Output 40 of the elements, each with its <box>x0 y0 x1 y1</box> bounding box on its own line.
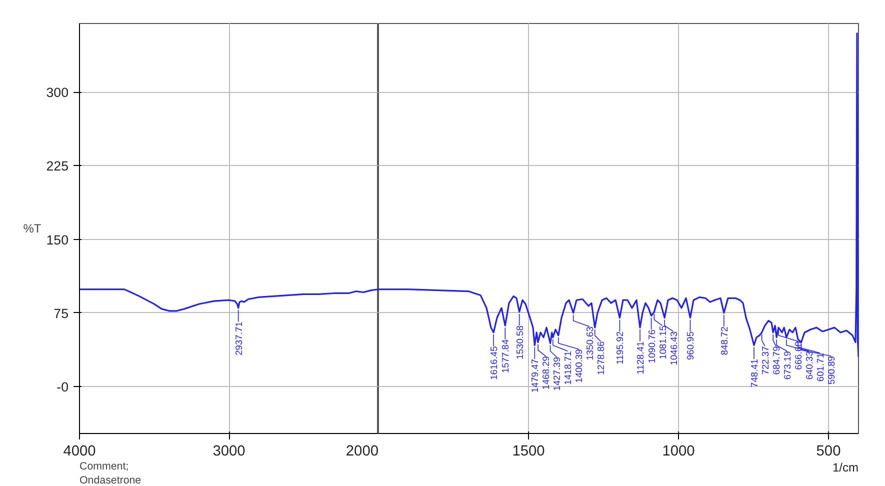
annotation: 1400.39 <box>574 349 584 383</box>
x-tick-label: 500 <box>816 444 841 460</box>
x-tick-label: 1500 <box>512 444 545 460</box>
y-axis-title: %T <box>23 222 42 236</box>
annotation: 590.89 <box>826 356 836 385</box>
annotation: 684.79 <box>771 346 782 375</box>
annotation: 1427.39 <box>552 356 562 391</box>
annotation: 1278.86 <box>596 341 606 376</box>
annotation: 601.71 <box>815 353 826 382</box>
annotation: 1046.43 <box>668 331 679 366</box>
x-tick-label: 1000 <box>662 444 695 460</box>
x-tick-label: 2000 <box>346 444 379 460</box>
annotation: 848.72 <box>719 326 730 356</box>
annotation: 1090.76 <box>646 330 657 364</box>
annotation: 673.19 <box>782 351 792 380</box>
text: Ondasetrone <box>80 474 142 486</box>
y-tick-label: 75 <box>54 306 69 321</box>
text: Comment; <box>80 460 129 472</box>
annotation: 2937.71 <box>234 322 244 356</box>
annotation: 1081.15 <box>658 326 668 360</box>
y-tick-label: -0 <box>56 379 69 394</box>
annotation: 1468.29 <box>541 356 552 390</box>
annotation: 1530.58 <box>514 326 525 360</box>
annotation: 1128.41 <box>635 341 646 374</box>
annotation: 640.33 <box>804 351 814 380</box>
annotation: 748.41 <box>749 358 760 388</box>
annotation: 1418.71 <box>563 351 574 385</box>
annotation: 1350.63 <box>585 326 596 360</box>
y-tick-label: 150 <box>46 232 69 248</box>
annotation: 960.95 <box>686 331 696 360</box>
annotation: 722.37 <box>760 346 770 375</box>
annotation: 1616.45 <box>489 346 500 380</box>
annotation: 1577.84 <box>500 339 511 374</box>
y-tick-label: 300 <box>46 85 69 100</box>
x-tick-label: 3000 <box>212 444 246 460</box>
x-axis-title: 1/cm <box>832 460 859 474</box>
annotation: 1479.47 <box>530 358 540 393</box>
annotation: 1195.92 <box>615 331 626 365</box>
y-tick-label: 225 <box>46 158 69 174</box>
x-tick-label: 4000 <box>63 444 96 460</box>
